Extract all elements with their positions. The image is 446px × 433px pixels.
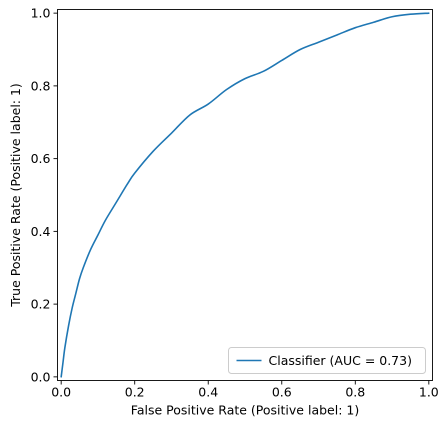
plot-frame [57,9,433,381]
x-tick-label: 0.2 [125,385,145,400]
legend-box [228,347,426,374]
series-layer [60,12,430,378]
x-tick-label: 0.0 [51,385,71,400]
y-tick-label: 1.0 [31,6,51,21]
x-tick-label: 0.4 [198,385,218,400]
roc-curve-line [60,12,430,378]
x-tick-label: 0.8 [345,385,365,400]
y-tick-label: 0.8 [31,78,51,93]
y-axis-ticks: 0.0 0.2 0.4 0.6 0.8 1.0 [31,6,58,384]
x-tick-label: 1.0 [419,385,439,400]
x-tick-label: 0.6 [272,385,292,400]
y-axis-label: True Positive Rate (Positive label: 1) [8,83,23,308]
y-tick-label: 0.4 [31,224,51,239]
legend-label: Classifier (AUC = 0.73) [269,353,412,368]
plot-area-frame [57,9,433,381]
x-axis-ticks: 0.0 0.2 0.4 0.6 0.8 1.0 [51,380,439,400]
x-axis-label: False Positive Rate (Positive label: 1) [131,403,359,418]
y-tick-label: 0.0 [31,369,51,384]
y-tick-label: 0.2 [31,297,51,312]
y-tick-label: 0.6 [31,151,51,166]
legend: Classifier (AUC = 0.73) [228,347,426,374]
